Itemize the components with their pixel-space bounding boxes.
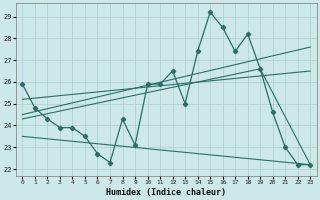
X-axis label: Humidex (Indice chaleur): Humidex (Indice chaleur) bbox=[106, 188, 226, 197]
